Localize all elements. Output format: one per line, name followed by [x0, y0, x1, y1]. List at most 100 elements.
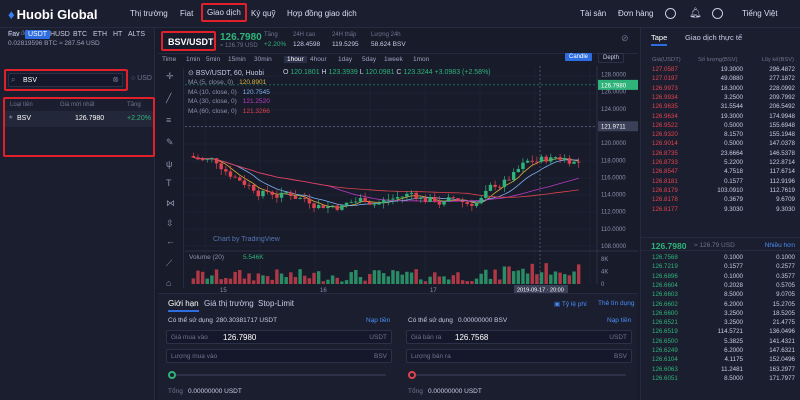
credit-card-link[interactable]: Thẻ tín dụng [598, 300, 635, 307]
tab-stop-limit[interactable]: Stop-Limit [258, 299, 295, 308]
chart-settings-icon[interactable]: ⊘ [621, 33, 629, 43]
nav-orders[interactable]: Đơn hàng [618, 9, 654, 18]
sell-amount-slider[interactable] [408, 371, 626, 379]
sell-amount-input[interactable]: Lượng bán ra BSV [406, 349, 632, 363]
tab-ht[interactable]: HT [113, 31, 123, 38]
clear-icon[interactable]: ⊗ [112, 75, 119, 84]
asks-row[interactable]: 126.8735 23.6664 146.5378 [641, 150, 800, 159]
pitchfork-tool-icon[interactable]: ψ [166, 159, 173, 169]
trendline-tool-icon[interactable]: ╱ [166, 93, 172, 103]
tab-husd[interactable]: HUSD [50, 31, 70, 38]
interval-4hour[interactable]: 4hour [310, 56, 327, 63]
asks-row[interactable]: 126.8181 0.1577 112.9196 [641, 178, 800, 187]
interval-1hour[interactable]: 1hour [284, 56, 307, 63]
tab-usdt[interactable]: USDT [25, 30, 51, 39]
tab-btc[interactable]: BTC [73, 31, 87, 38]
bids-row[interactable]: 126.6063 11.2481 163.2977 [641, 366, 800, 375]
asks-row[interactable]: 126.8733 5.2200 122.8714 [641, 159, 800, 168]
interval-5day[interactable]: 5day [362, 56, 377, 63]
asks-row[interactable]: 126.8177 9.3030 9.3030 [641, 206, 800, 215]
user-icon[interactable] [665, 8, 676, 19]
interval-1week[interactable]: 1week [384, 56, 403, 63]
tab-fav[interactable]: Fav [8, 31, 20, 38]
col-last-price[interactable]: Giá mới nhất [60, 102, 95, 108]
bids-row[interactable]: 126.6051 8.5000 171.7977 [641, 375, 800, 384]
text-tool-icon[interactable]: T [166, 178, 172, 188]
nav-markets[interactable]: Thị trường [130, 9, 168, 18]
col-coin[interactable]: Loại tiền [10, 102, 33, 108]
ruler-tool-icon[interactable]: ⟋ [166, 258, 173, 268]
buy-slider-handle[interactable] [168, 371, 176, 379]
sell-price-input[interactable]: Giá bán ra 126.7568 USDT [406, 330, 632, 344]
bids-row[interactable]: 126.6603 8.5000 9.0705 [641, 291, 800, 300]
ma-legend-row[interactable]: MA (10, close, 0) 120.7545 [188, 89, 270, 96]
fib-tool-icon[interactable]: ≡ [166, 115, 172, 125]
asks-row[interactable]: 127.0587 19.3000 296.4872 [641, 66, 800, 75]
interval-5min[interactable]: 5min [206, 56, 221, 63]
bids-row[interactable]: 126.6249 6.2000 147.6321 [641, 347, 800, 356]
interval-1day[interactable]: 1day [338, 56, 353, 63]
bids-row[interactable]: 126.6604 0.2028 0.5705 [641, 282, 800, 291]
crosshair-tool-icon[interactable]: ✛ [166, 71, 174, 81]
buy-deposit-link[interactable]: Nạp tiền [366, 317, 391, 324]
bell-icon[interactable]: 🔔︎ [689, 8, 702, 19]
sell-deposit-link[interactable]: Nạp tiền [607, 317, 632, 324]
nav-assets[interactable]: Tài sản [580, 9, 607, 18]
asks-row[interactable]: 126.8178 0.3679 9.6709 [641, 196, 800, 205]
col-change[interactable]: Tăng [127, 102, 141, 108]
asks-row[interactable]: 126.8179 103.0910 112.7619 [641, 187, 800, 196]
ma-legend-row[interactable]: MA (5, close, 0) 120.8901 [188, 79, 266, 86]
tab-limit[interactable]: Giới hạn [168, 299, 199, 312]
depth-view-button[interactable]: Depth [598, 53, 625, 63]
interval-Time[interactable]: Time [162, 56, 177, 63]
magnet-tool-icon[interactable]: ⌂ [166, 278, 172, 288]
asks-row[interactable]: 126.9934 3.2500 209.7992 [641, 94, 800, 103]
bids-row[interactable]: 126.6500 5.3825 141.4321 [641, 338, 800, 347]
search-input[interactable]: ⌕ BSV ⊗ [8, 73, 123, 87]
more-depth-link[interactable]: Nhiều hơn [764, 242, 795, 249]
buy-amount-slider[interactable] [168, 371, 386, 379]
asks-row[interactable]: 126.9522 0.5000 155.6948 [641, 122, 800, 131]
bids-row[interactable]: 126.7219 0.1577 0.2577 [641, 263, 800, 272]
asks-row[interactable]: 126.9320 8.1570 155.1948 [641, 131, 800, 140]
back-icon[interactable]: ← [166, 236, 175, 246]
asks-row[interactable]: 126.9634 19.3000 174.9948 [641, 113, 800, 122]
tab-market-trades[interactable]: Giao dịch thực tế [685, 33, 743, 42]
asks-row[interactable]: 126.9635 31.5544 206.5492 [641, 103, 800, 112]
nav-exchange[interactable]: Giao dịch [201, 3, 247, 22]
fee-rate-link[interactable]: ▣ Tỷ lệ phí [554, 301, 587, 308]
interval-1mon[interactable]: 1mon [413, 56, 430, 63]
interval-15min[interactable]: 15min [228, 56, 246, 63]
candle-view-button[interactable]: Candle [565, 53, 593, 61]
ma-legend-row[interactable]: MA (30, close, 0) 121.2520 [188, 98, 270, 105]
interval-1min[interactable]: 1min [186, 56, 201, 63]
nav-fiat[interactable]: Fiat [180, 9, 194, 18]
bids-row[interactable]: 126.6896 0.1000 0.3577 [641, 273, 800, 282]
asks-row[interactable]: 126.8547 4.7518 117.6714 [641, 168, 800, 177]
tab-alts[interactable]: ALTS [128, 31, 145, 38]
bids-row[interactable]: 126.6521 3.2500 21.4775 [641, 319, 800, 328]
bids-row[interactable]: 126.6519 114.5721 136.0496 [641, 328, 800, 337]
ma-legend-row[interactable]: MA (60, close, 0) 121.3266 [188, 108, 270, 115]
nav-margin[interactable]: Ký quỹ [251, 9, 276, 18]
asks-row[interactable]: 126.9014 0.5000 147.0378 [641, 140, 800, 149]
star-icon[interactable]: ★ [8, 115, 14, 121]
symbol-label[interactable]: ⊙ BSV/USDT, 60, Huobi [188, 70, 264, 77]
tab-eth[interactable]: ETH [93, 31, 107, 38]
download-icon[interactable] [712, 8, 723, 19]
usd-toggle[interactable]: ○ USD [131, 75, 152, 82]
asks-row[interactable]: 126.9973 18.3000 228.0992 [641, 85, 800, 94]
price-chart[interactable]: 128.0000126.0000124.0000122.0000120.0000… [185, 66, 638, 293]
huobi-logo[interactable]: ♦ Huobi Global [8, 7, 98, 22]
tab-market[interactable]: Giá thị trường [204, 299, 254, 308]
pattern-tool-icon[interactable]: ⋈ [166, 198, 175, 208]
tab-orderbook[interactable]: Tape [651, 33, 668, 46]
interval-30min[interactable]: 30min [254, 56, 272, 63]
bids-row[interactable]: 126.6602 6.2000 15.2705 [641, 301, 800, 310]
bids-row[interactable]: 126.7568 0.1000 0.1000 [641, 254, 800, 263]
bids-row[interactable]: 126.6104 4.1175 152.0496 [641, 356, 800, 365]
language-selector[interactable]: Tiếng Việt [742, 9, 778, 18]
market-row[interactable]: ★ BSV 126.7980 +2.20% [5, 111, 153, 127]
buy-price-input[interactable]: Giá mua vào 126.7980 USDT [166, 330, 392, 344]
bids-row[interactable]: 126.6600 3.2500 18.5205 [641, 310, 800, 319]
